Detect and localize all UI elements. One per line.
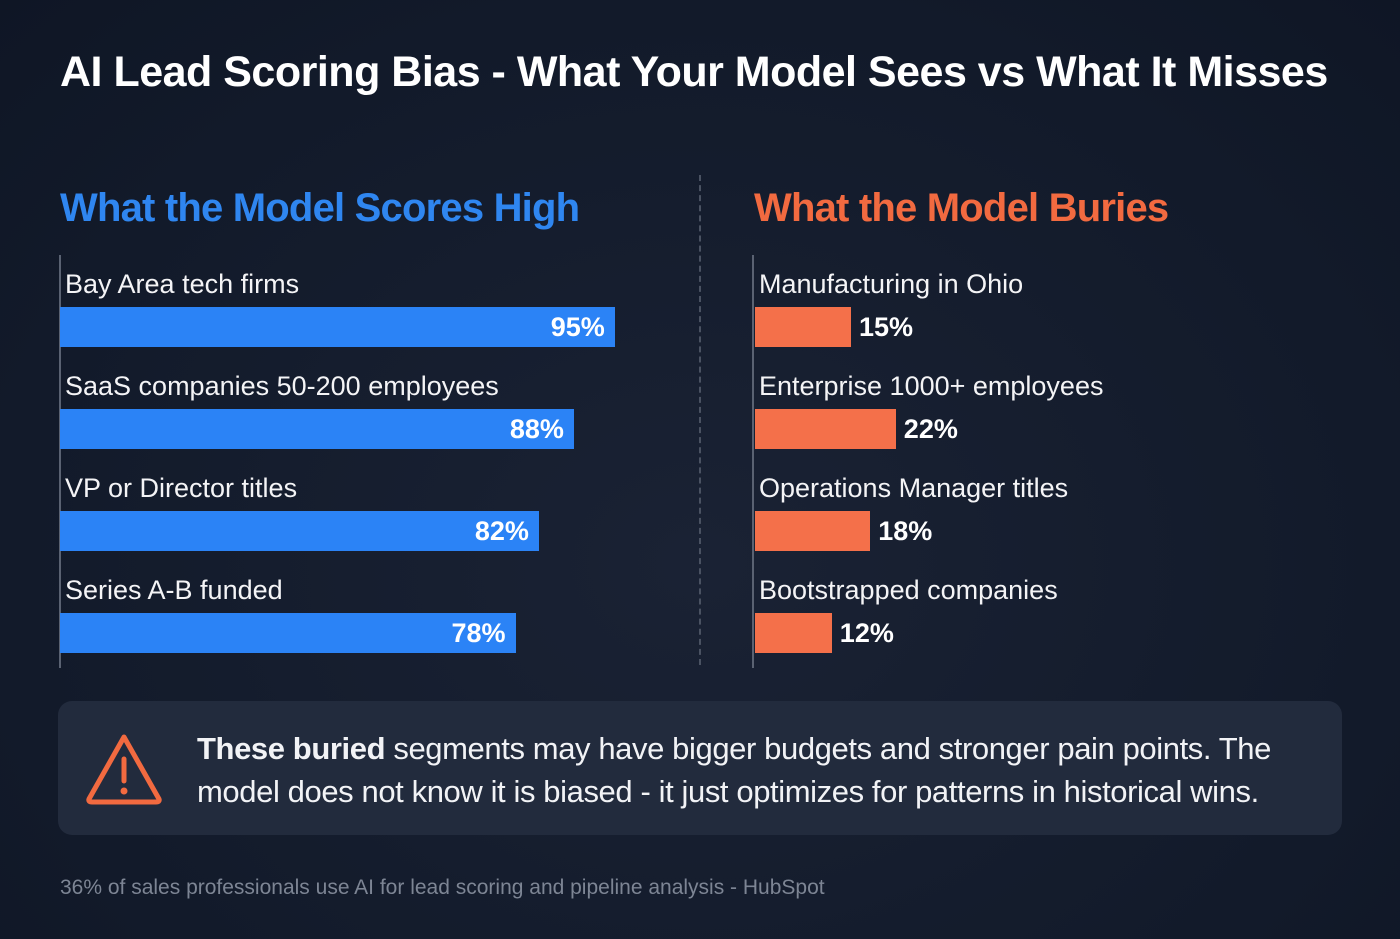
data-label: 12% (839, 618, 894, 648)
callout-body: segments may have bigger budgets and str… (197, 731, 1271, 809)
left-chart-title: What the Model Scores High (60, 186, 580, 230)
data-label: 82% (474, 516, 529, 546)
bar (60, 613, 516, 653)
bar-label: Enterprise 1000+ employees (759, 371, 1104, 401)
callout-text: These buried segments may have bigger bu… (197, 727, 1327, 813)
callout-bold: These buried (197, 731, 386, 766)
bar (755, 511, 871, 551)
bar-label: SaaS companies 50-200 employees (65, 371, 499, 401)
bar (60, 409, 574, 449)
bar-label: Bootstrapped companies (759, 575, 1058, 605)
bar-label: Manufacturing in Ohio (759, 269, 1024, 299)
footer-source: 36% of sales professionals use AI for le… (60, 876, 825, 899)
data-label: 18% (878, 516, 933, 546)
bar-label: Series A-B funded (65, 575, 283, 605)
data-label: 78% (451, 618, 506, 648)
data-label: 95% (550, 312, 605, 342)
bar-label: Bay Area tech firms (65, 269, 300, 299)
left-axis (59, 255, 61, 668)
bar (60, 511, 539, 551)
bar (755, 409, 896, 449)
data-label: 15% (859, 312, 914, 342)
bar-label: VP or Director titles (65, 473, 298, 503)
bar (755, 613, 832, 653)
data-label: 22% (903, 414, 958, 444)
data-label: 88% (509, 414, 564, 444)
callout-box (58, 701, 1342, 835)
bar (60, 307, 615, 347)
divider (699, 175, 701, 665)
warning-triangle-icon (86, 734, 162, 805)
right-chart-title: What the Model Buries (754, 186, 1169, 230)
bar-label: Operations Manager titles (759, 473, 1069, 503)
page-title: AI Lead Scoring Bias - What Your Model S… (60, 48, 1328, 96)
bar (755, 307, 851, 347)
right-axis (752, 255, 754, 668)
